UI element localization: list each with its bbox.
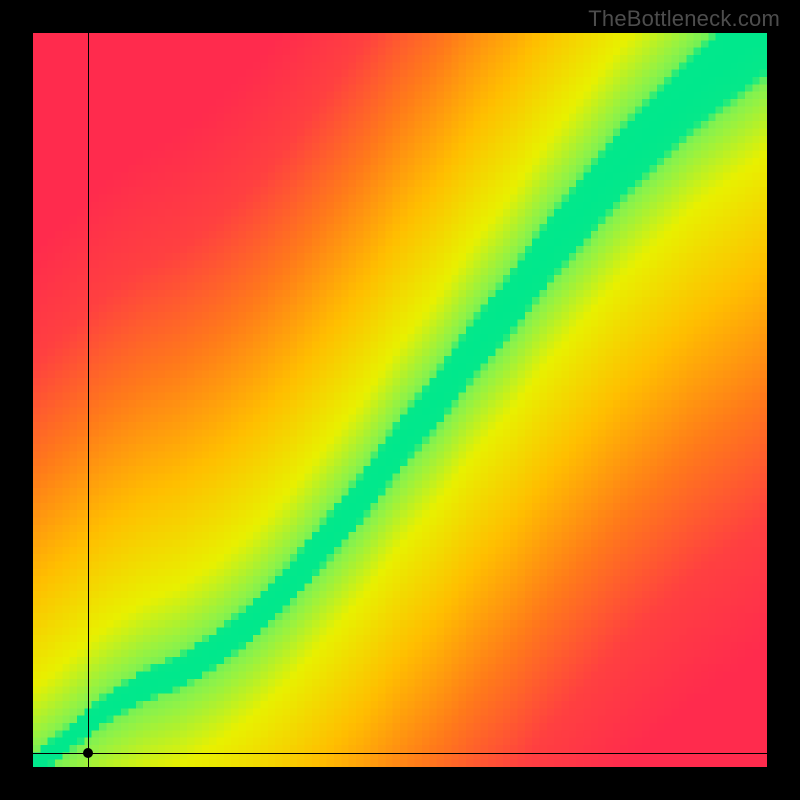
crosshair-horizontal — [33, 753, 767, 754]
crosshair-dot — [83, 748, 93, 758]
chart-container: TheBottleneck.com — [0, 0, 800, 800]
bottleneck-heatmap — [33, 33, 767, 767]
crosshair-vertical — [88, 33, 89, 767]
watermark-text: TheBottleneck.com — [588, 6, 780, 32]
